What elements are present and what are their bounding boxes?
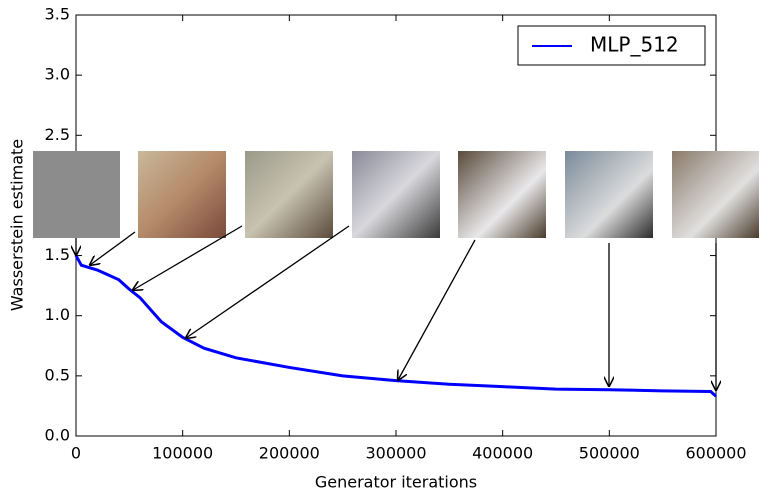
sample-image — [138, 151, 226, 238]
sample-image — [33, 151, 120, 238]
y-tick-label: 2.5 — [45, 125, 70, 144]
y-tick-label: 0.0 — [45, 426, 70, 445]
arrow — [398, 240, 475, 380]
x-tick-label: 100000 — [152, 444, 213, 463]
legend-label: MLP_512 — [590, 33, 679, 57]
x-axis-label: Generator iterations — [315, 473, 477, 491]
x-tick-label: 400000 — [472, 444, 533, 463]
x-tick-label: 200000 — [259, 444, 320, 463]
arrow — [186, 226, 349, 338]
chart: 0.00.51.01.52.02.53.03.50100000200000300… — [0, 0, 759, 491]
y-tick-label: 0.5 — [45, 365, 70, 384]
arrows — [76, 226, 716, 390]
y-tick-label: 1.0 — [45, 305, 70, 324]
sample-image — [672, 151, 759, 238]
x-tick-label: 500000 — [579, 444, 640, 463]
sample-image — [565, 151, 653, 238]
y-axis-label: Wasserstein estimate — [8, 139, 27, 311]
thumbnails — [33, 151, 759, 238]
x-tick-label: 300000 — [365, 444, 426, 463]
sample-image — [245, 151, 333, 238]
line — [76, 256, 716, 397]
sample-image — [458, 151, 546, 238]
sample-image — [352, 151, 440, 238]
y-tick-label: 3.5 — [45, 5, 70, 24]
y-tick-label: 3.0 — [45, 65, 70, 84]
x-tick-label: 600000 — [685, 444, 746, 463]
y-tick-label: 1.5 — [45, 245, 70, 264]
legend: MLP_512 — [518, 26, 705, 65]
x-tick-label: 0 — [71, 444, 81, 463]
